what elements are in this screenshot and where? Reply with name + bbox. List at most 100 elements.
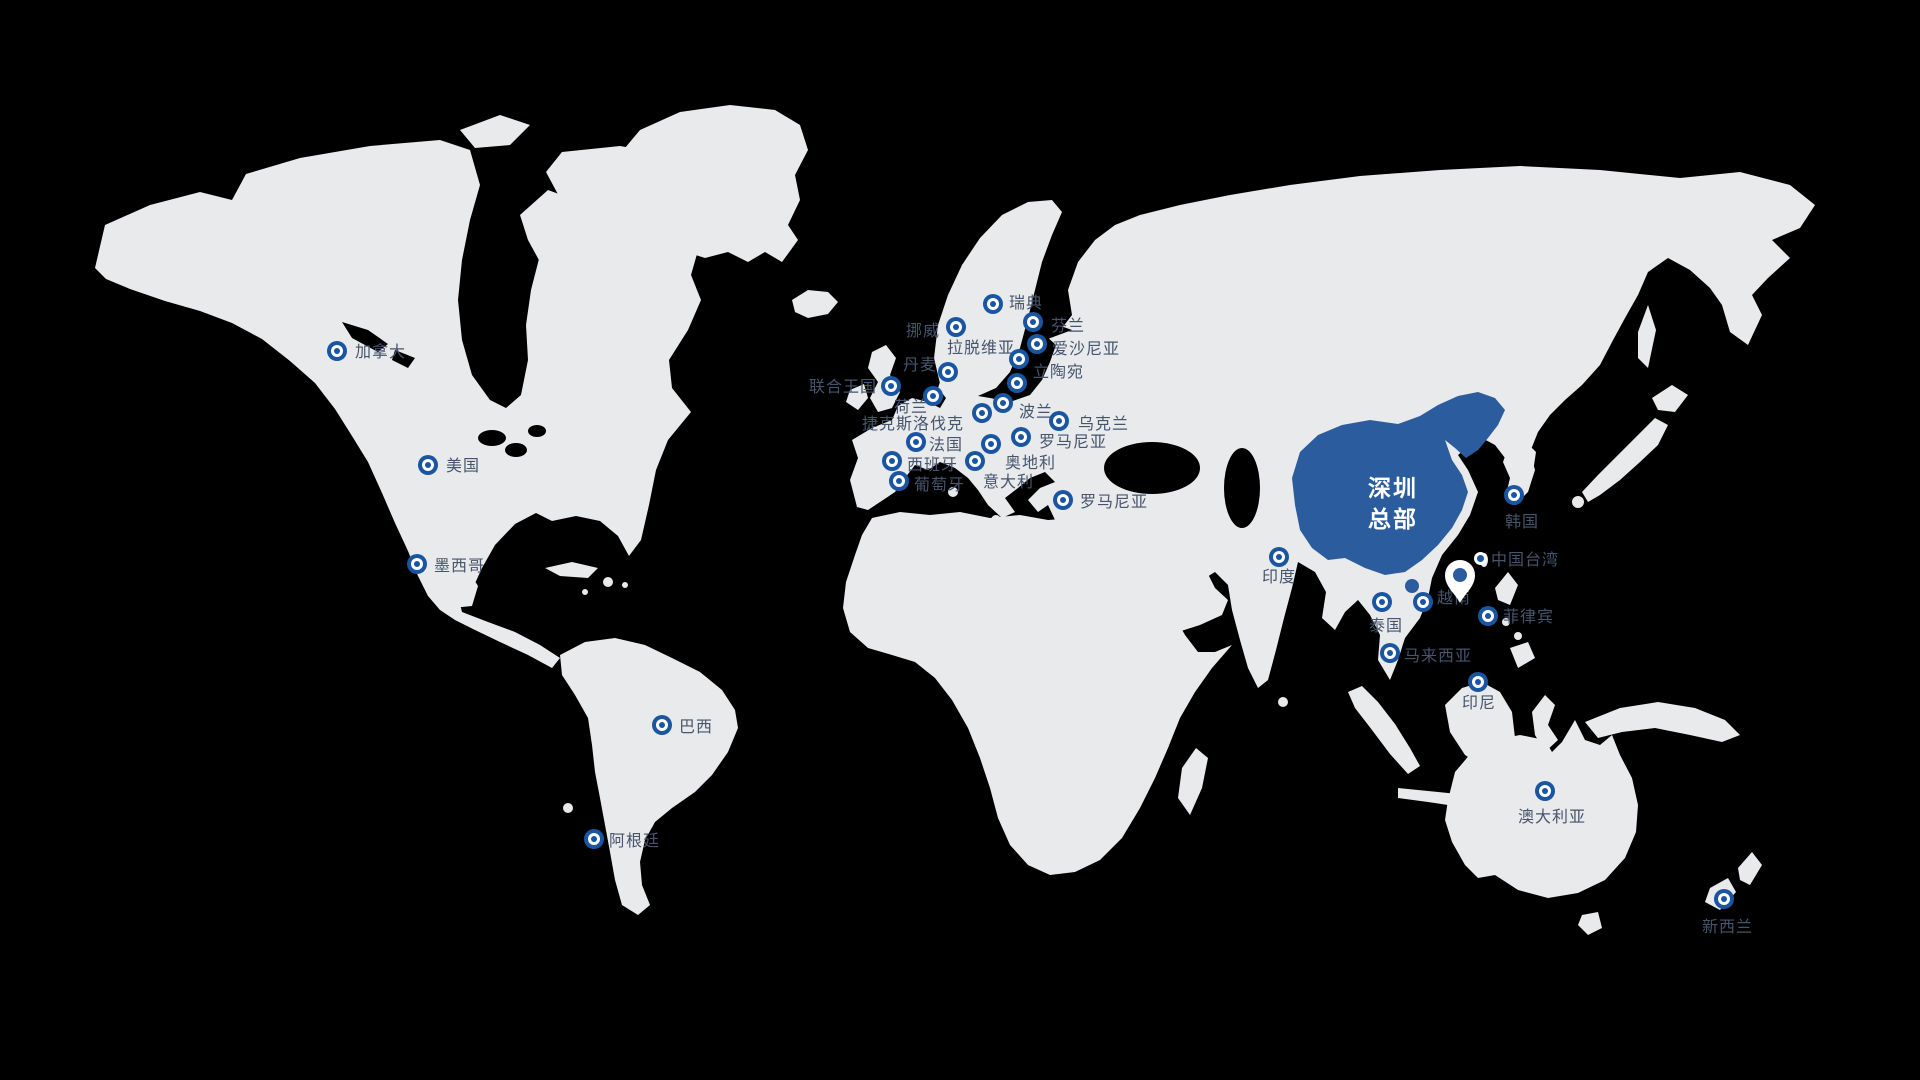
arctic-island (640, 222, 682, 252)
continent-africa (843, 512, 1232, 875)
location-marker-estonia[interactable] (1027, 334, 1047, 354)
china-highlight (1292, 392, 1505, 575)
location-label-taiwan-china: 中国台湾 (1491, 550, 1560, 569)
location-marker-canada[interactable] (327, 341, 347, 361)
caribbean-island (582, 589, 588, 595)
continent-south-america (560, 638, 738, 915)
iceland (792, 290, 838, 318)
location-marker-malaysia[interactable] (1380, 643, 1400, 663)
location-label-finland: 芬兰 (1051, 316, 1086, 335)
sakhalin (1638, 305, 1656, 368)
great-lake (478, 430, 506, 446)
location-label-india: 印度 (1262, 567, 1297, 586)
hq-label-line1: 深圳 (1368, 476, 1418, 502)
great-lake (505, 443, 527, 457)
location-label-latvia: 拉脱维亚 (947, 338, 1016, 357)
location-label-romania-south: 罗马尼亚 (1080, 492, 1149, 511)
location-marker-netherlands[interactable] (923, 386, 943, 406)
location-label-australia: 澳大利亚 (1518, 807, 1587, 826)
location-label-usa: 美国 (446, 456, 481, 475)
location-marker-argentina[interactable] (584, 829, 604, 849)
location-marker-australia[interactable] (1535, 781, 1555, 801)
location-marker-ukraine[interactable] (1049, 411, 1069, 431)
continent-eurasia (850, 166, 1815, 688)
location-marker-south-korea[interactable] (1504, 485, 1524, 505)
ellesmere-island (460, 115, 530, 148)
location-marker-denmark[interactable] (938, 362, 958, 382)
location-marker-philippines[interactable] (1478, 606, 1498, 626)
new-zealand-north-island (1738, 852, 1762, 885)
location-marker-indonesia[interactable] (1468, 672, 1488, 692)
location-marker-lithuania[interactable] (1009, 349, 1029, 369)
madagascar (1178, 748, 1208, 815)
victoria-island (330, 225, 395, 265)
location-label-austria: 奥地利 (1005, 453, 1057, 472)
location-label-france: 法国 (929, 435, 964, 454)
location-label-romania-north: 罗马尼亚 (1039, 432, 1108, 451)
location-marker-czechoslovakia[interactable] (972, 403, 992, 423)
location-label-italy: 意大利 (983, 472, 1035, 491)
location-marker-latvia[interactable] (1007, 373, 1027, 393)
location-label-brazil: 巴西 (679, 717, 714, 736)
great-lake (528, 425, 546, 437)
location-marker-new-zealand[interactable] (1714, 889, 1734, 909)
location-marker-poland[interactable] (993, 393, 1013, 413)
location-marker-romania-north[interactable] (1011, 427, 1031, 447)
location-label-ukraine: 乌克兰 (1078, 414, 1130, 433)
location-marker-united-kingdom[interactable] (881, 376, 901, 396)
location-label-malaysia: 马来西亚 (1404, 646, 1473, 665)
location-marker-portugal[interactable] (889, 471, 909, 491)
location-label-denmark: 丹麦 (903, 355, 938, 374)
great-slave-lake (392, 350, 415, 368)
location-marker-austria[interactable] (981, 434, 1001, 454)
falkland-islands (563, 803, 573, 813)
location-marker-italy[interactable] (965, 451, 985, 471)
caribbean-island (622, 582, 628, 588)
philippines-mindanao (1510, 642, 1535, 668)
location-marker-finland[interactable] (1023, 312, 1043, 332)
location-marker-spain[interactable] (882, 451, 902, 471)
location-marker-mexico[interactable] (407, 554, 427, 574)
philippine-island (1514, 632, 1522, 640)
yucatan-peninsula (444, 570, 478, 608)
hispaniola (603, 577, 613, 587)
sumatra (1348, 686, 1420, 774)
new-guinea (1585, 702, 1740, 742)
location-marker-taiwan-china[interactable] (1473, 551, 1487, 565)
location-marker-vietnam[interactable] (1413, 592, 1433, 612)
location-label-norway: 挪威 (906, 321, 941, 340)
japan-hokkaido (1652, 385, 1688, 412)
location-marker-thailand[interactable] (1372, 592, 1392, 612)
location-marker-france[interactable] (906, 432, 926, 452)
australia (1445, 720, 1638, 898)
location-marker-romania-south[interactable] (1053, 490, 1073, 510)
sardinia (948, 487, 958, 497)
location-label-lithuania: 立陶宛 (1033, 362, 1085, 381)
location-label-czechoslovakia: 捷克斯洛伐克 (862, 414, 965, 433)
japan-honshu (1582, 418, 1668, 502)
location-label-new-zealand: 新西兰 (1702, 917, 1754, 936)
location-marker-norway[interactable] (946, 317, 966, 337)
location-label-poland: 波兰 (1019, 402, 1054, 421)
arctic-island (600, 180, 660, 215)
location-marker-usa[interactable] (418, 455, 438, 475)
location-label-mexico: 墨西哥 (434, 556, 486, 575)
location-marker-brazil[interactable] (652, 715, 672, 735)
location-label-thailand: 泰国 (1369, 616, 1404, 635)
location-label-argentina: 阿根廷 (609, 831, 661, 850)
baffin-island (520, 190, 585, 278)
philippine-island (1502, 618, 1510, 626)
location-label-portugal: 葡萄牙 (914, 475, 966, 494)
hq-label-line2: 总部 (1368, 507, 1418, 533)
shenzhen-hq-label: 深圳 总部 (1368, 474, 1418, 536)
philippines-luzon (1495, 572, 1518, 605)
location-marker-india[interactable] (1269, 547, 1289, 567)
tasmania (1578, 912, 1602, 935)
hainan-island (1405, 579, 1419, 593)
cuba (545, 562, 598, 578)
location-marker-sweden[interactable] (983, 294, 1003, 314)
greenland (602, 105, 808, 262)
arabian-peninsula (1145, 540, 1228, 632)
great-bear-lake (342, 322, 388, 352)
